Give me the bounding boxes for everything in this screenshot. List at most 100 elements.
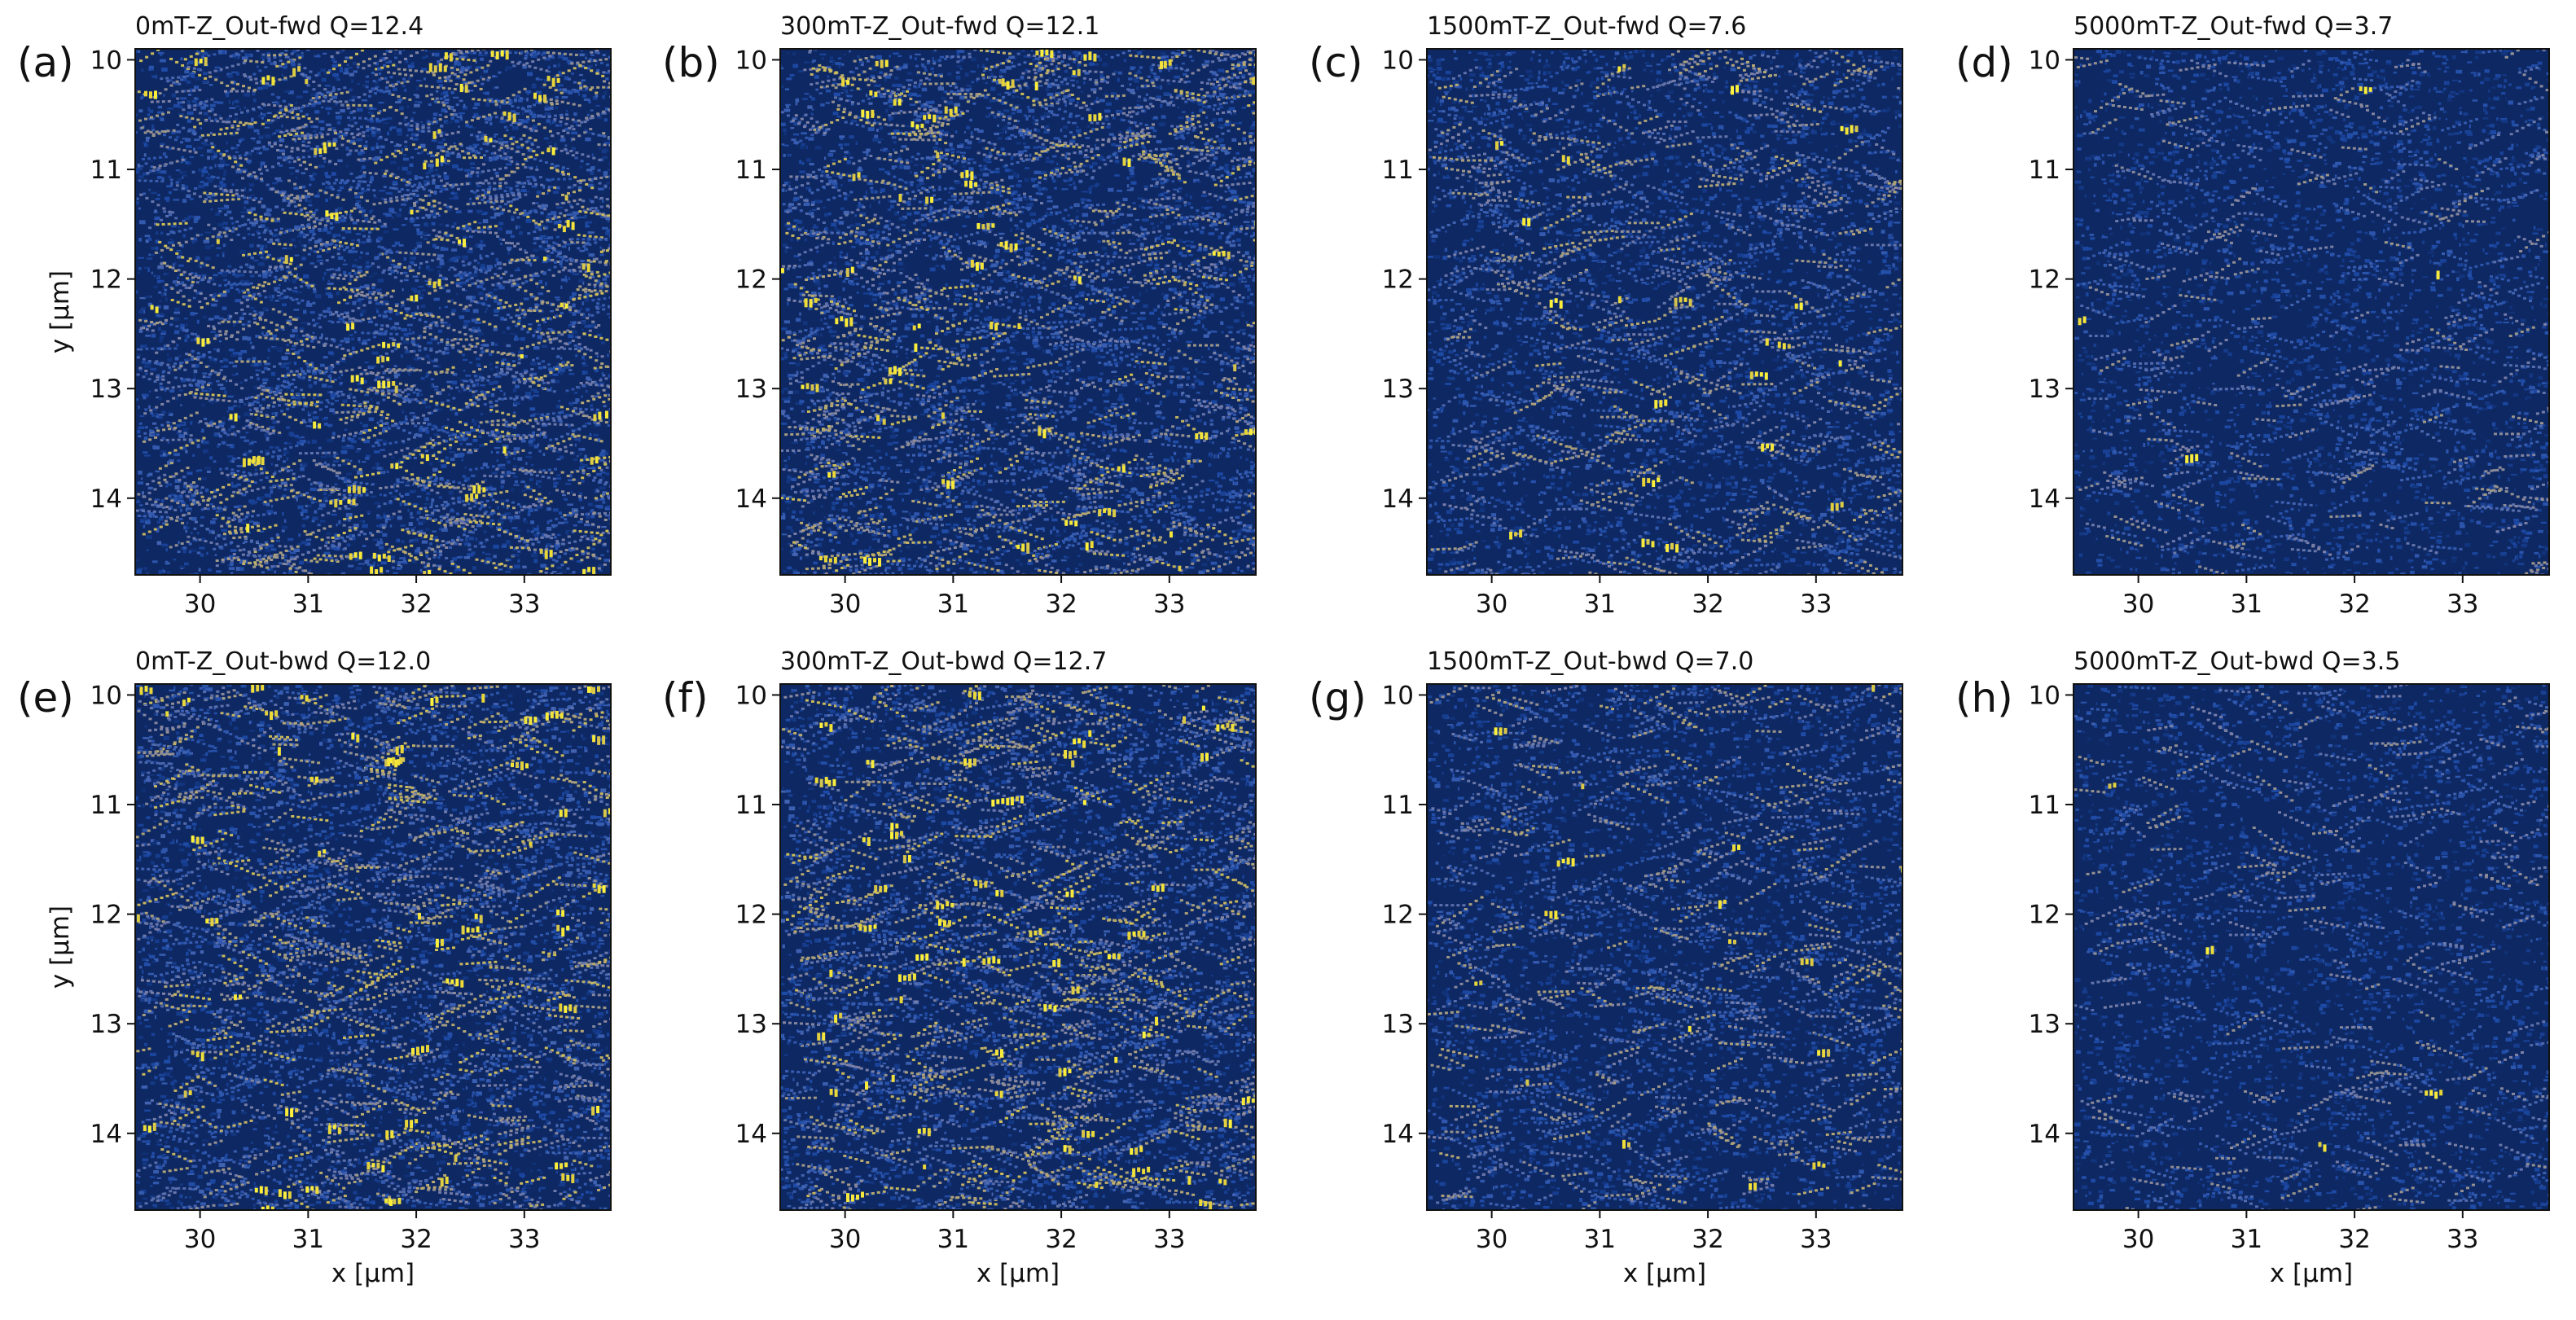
- heatmap-cell: [230, 75, 234, 78]
- heatmap-cell: [425, 354, 430, 358]
- heatmap-cell: [273, 63, 277, 66]
- heatmap-cell: [309, 238, 313, 241]
- heatmap-cell: [599, 379, 603, 382]
- heatmap-cell: [366, 296, 368, 299]
- heatmap-cell: [145, 334, 151, 337]
- heatmap-cell: [216, 349, 220, 353]
- heatmap-cell: [467, 226, 472, 230]
- heatmap-cell: [356, 183, 361, 187]
- heatmap-cell: [552, 241, 555, 244]
- heatmap-cell: [327, 572, 331, 575]
- heatmap-cell: [294, 244, 297, 248]
- heatmap-cell: [301, 408, 305, 411]
- heatmap-cell: [207, 196, 212, 199]
- heatmap-cell: [526, 572, 532, 575]
- heatmap-cell: [525, 345, 529, 349]
- heatmap-cell: [446, 207, 452, 212]
- heatmap-cell: [230, 541, 234, 544]
- heatmap-cell: [437, 555, 441, 559]
- heatmap-cell: [409, 368, 413, 371]
- heatmap-cell: [143, 412, 147, 415]
- heatmap-cell: [138, 257, 144, 259]
- heatmap-cell: [282, 247, 287, 250]
- heatmap-cell: [596, 68, 600, 72]
- heatmap-cell: [251, 525, 254, 528]
- heatmap-cell: [379, 110, 382, 113]
- heatmap-cell: [535, 100, 539, 104]
- heatmap-cell: [430, 395, 434, 398]
- heatmap-cell: [295, 290, 298, 293]
- heatmap-cell: [403, 81, 408, 83]
- heatmap-cell: [592, 400, 596, 401]
- heatmap-cell: [292, 371, 296, 374]
- heatmap-cell: [552, 316, 556, 319]
- heatmap-cell: [192, 393, 198, 397]
- heatmap-cell: [586, 515, 590, 520]
- heatmap-cell: [491, 156, 496, 161]
- heatmap-cell: [302, 73, 308, 77]
- heatmap-cell: [573, 401, 578, 404]
- heatmap-cell: [271, 308, 275, 311]
- heatmap-cell: [264, 449, 270, 453]
- heatmap-cell: [383, 512, 386, 515]
- heatmap-cell: [286, 426, 290, 429]
- heatmap-cell: [351, 346, 355, 350]
- heatmap-cell: [335, 345, 339, 349]
- heatmap-cell: [508, 261, 512, 265]
- heatmap-cell: [490, 450, 493, 454]
- heatmap-cell: [376, 130, 381, 134]
- heatmap-cell: [560, 311, 564, 314]
- heatmap-cell: [438, 84, 443, 88]
- heatmap-cell: [498, 397, 502, 401]
- heatmap-cell: [208, 71, 212, 74]
- heatmap-cell: [295, 131, 300, 133]
- heatmap-cell: [155, 239, 160, 243]
- heatmap-cell: [420, 121, 423, 123]
- heatmap-cell: [260, 112, 262, 116]
- heatmap-cell: [171, 239, 174, 243]
- heatmap-cell: [362, 213, 366, 217]
- heatmap-cell: [312, 130, 317, 133]
- heatmap-cell: [360, 371, 366, 375]
- heatmap-cell: [586, 221, 592, 224]
- heatmap-cell: [475, 243, 479, 247]
- heatmap-cell: [573, 89, 580, 93]
- heatmap-cell: [555, 96, 559, 99]
- heatmap-cell: [551, 211, 557, 216]
- heatmap-cell: [489, 362, 494, 366]
- heatmap-cell: [269, 445, 274, 449]
- heatmap-cell: [557, 88, 562, 91]
- heatmap-cell: [303, 274, 309, 278]
- heatmap-cell: [406, 366, 410, 370]
- heatmap-cell: [533, 413, 536, 417]
- heatmap-cell: [377, 344, 381, 347]
- heatmap-cell: [367, 235, 371, 239]
- heatmap-cell: [436, 90, 439, 93]
- heatmap-cell: [588, 235, 592, 238]
- heatmap-cell: [364, 159, 370, 161]
- heatmap-cell: [467, 278, 472, 281]
- heatmap-cell: [328, 311, 332, 314]
- heatmap-cell: [274, 287, 280, 290]
- heatmap-cell: [407, 122, 410, 126]
- heatmap-cell: [415, 279, 419, 283]
- heatmap-cell: [199, 122, 203, 125]
- heatmap-cell: [399, 106, 404, 111]
- heatmap-cell: [410, 217, 414, 220]
- heatmap-cell: [441, 426, 445, 428]
- heatmap-cell: [226, 379, 228, 383]
- heatmap-cell: [226, 117, 230, 122]
- heatmap-cell: [257, 244, 261, 248]
- heatmap-cell: [405, 485, 410, 487]
- heatmap-cell: [305, 538, 312, 542]
- heatmap-cell: [527, 395, 533, 398]
- heatmap-cell: [384, 518, 392, 520]
- heatmap-cell: [179, 389, 184, 392]
- heatmap-cell: [555, 314, 558, 318]
- heatmap-cell: [573, 524, 577, 527]
- heatmap-cell: [346, 290, 350, 292]
- heatmap-cell: [397, 327, 402, 330]
- heatmap-cell: [418, 335, 422, 338]
- heatmap-cell: [614, 296, 617, 298]
- heatmap-cell: [445, 234, 450, 238]
